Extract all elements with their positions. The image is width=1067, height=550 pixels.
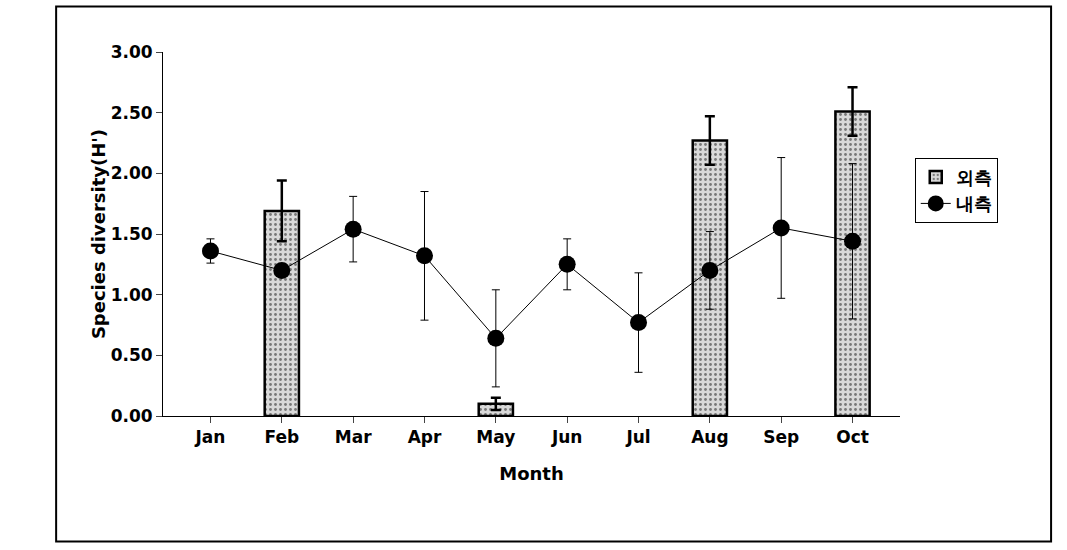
svg-text:1.00: 1.00 <box>111 285 153 305</box>
svg-text:3.00: 3.00 <box>111 42 153 62</box>
svg-text:0.00: 0.00 <box>111 406 153 426</box>
svg-text:Month: Month <box>499 463 564 484</box>
svg-text:2.50: 2.50 <box>111 103 153 123</box>
svg-text:2.00: 2.00 <box>111 163 153 183</box>
svg-text:Sep: Sep <box>763 427 799 447</box>
svg-text:외측: 외측 <box>956 167 992 188</box>
svg-text:Oct: Oct <box>836 427 869 447</box>
svg-text:내측: 내측 <box>956 193 992 214</box>
svg-text:Mar: Mar <box>335 427 372 447</box>
svg-text:Feb: Feb <box>264 427 299 447</box>
svg-text:Apr: Apr <box>408 427 442 447</box>
svg-text:Jan: Jan <box>195 427 226 447</box>
svg-text:Aug: Aug <box>691 427 728 447</box>
svg-text:Species diversity(H'): Species diversity(H') <box>88 129 109 339</box>
svg-text:Jul: Jul <box>625 427 650 447</box>
svg-text:0.50: 0.50 <box>111 345 153 365</box>
svg-text:1.50: 1.50 <box>111 224 153 244</box>
svg-text:May: May <box>476 427 515 447</box>
svg-text:Jun: Jun <box>551 427 583 447</box>
